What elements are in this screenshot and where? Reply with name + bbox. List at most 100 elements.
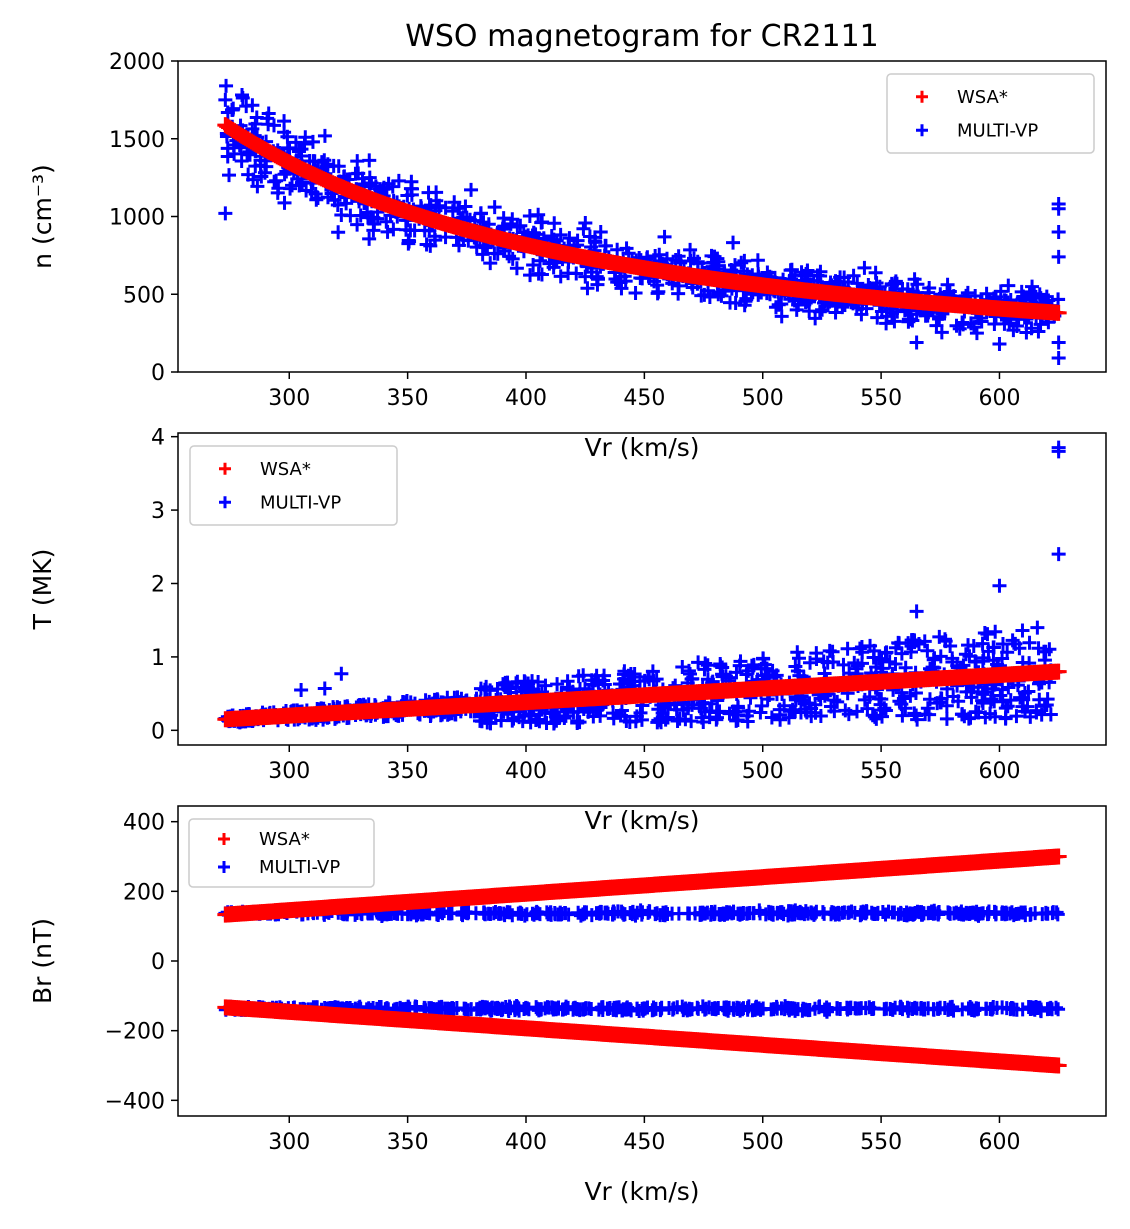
multivp-point	[920, 643, 935, 658]
multivp-point	[726, 235, 741, 250]
multivp-point	[670, 1000, 685, 1015]
x-tick-label: 550	[860, 759, 902, 784]
multivp-point	[250, 179, 265, 194]
x-axis-title: Vr (km/s)	[584, 1177, 699, 1206]
multivp-point	[698, 704, 713, 719]
multivp-point	[542, 256, 557, 271]
multivp-point	[713, 658, 728, 673]
multivp-point	[879, 316, 894, 331]
multivp-point	[794, 265, 809, 280]
multivp-point	[523, 268, 538, 283]
multivp-point	[1016, 289, 1031, 304]
multivp-point	[438, 200, 453, 215]
multivp-point	[474, 206, 489, 221]
data-area	[217, 440, 1067, 731]
multivp-point	[857, 260, 872, 275]
multivp-point	[854, 1001, 869, 1016]
multivp-point	[968, 654, 983, 669]
multivp-point	[401, 233, 416, 248]
multivp-point	[1008, 636, 1023, 651]
multivp-point	[963, 316, 978, 331]
multivp-point	[910, 712, 925, 727]
multivp-point	[878, 703, 893, 718]
multivp-point	[486, 906, 501, 921]
multivp-point	[691, 655, 706, 670]
multivp-point	[1019, 325, 1034, 340]
multivp-point	[613, 275, 628, 290]
multivp-point	[898, 701, 913, 716]
multivp-point	[348, 166, 363, 181]
multivp-point	[922, 280, 937, 295]
multivp-point	[653, 711, 668, 726]
multivp-outlier-point	[1051, 201, 1066, 216]
multivp-point	[773, 905, 788, 920]
multivp-point	[496, 677, 511, 692]
multivp-point	[309, 192, 324, 207]
multivp-point	[719, 1002, 734, 1017]
legend-box	[188, 818, 375, 888]
multivp-point	[578, 1001, 593, 1016]
multivp-point	[291, 144, 306, 159]
multivp-point	[606, 706, 621, 721]
multivp-point	[350, 217, 365, 232]
multivp-point	[598, 238, 613, 253]
multivp-point	[850, 658, 865, 673]
multivp-point	[774, 309, 789, 324]
multivp-point	[494, 713, 509, 728]
multivp-point	[977, 626, 992, 641]
multivp-point	[750, 253, 765, 268]
multivp-point	[971, 705, 986, 720]
multivp-point	[737, 298, 752, 313]
multivp-point	[331, 225, 346, 240]
multivp-point	[760, 265, 775, 280]
multivp-point	[865, 708, 880, 723]
multivp-point	[815, 302, 830, 317]
multivp-point	[640, 669, 655, 684]
x-tick-label: 500	[742, 1130, 784, 1155]
multivp-point	[999, 1001, 1014, 1016]
multivp-point	[1030, 1001, 1045, 1016]
multivp-point	[521, 676, 536, 691]
multivp-point	[945, 651, 960, 666]
multivp-point	[669, 702, 684, 717]
multivp-point	[576, 668, 591, 683]
legend-marker-multivp	[916, 124, 928, 137]
multivp-point	[746, 906, 761, 921]
multivp-point	[577, 905, 592, 920]
multivp-point	[447, 195, 462, 210]
multivp-point	[327, 193, 342, 208]
multivp-point	[1028, 289, 1043, 304]
x-tick-label: 400	[505, 386, 547, 411]
multivp-point	[671, 286, 686, 301]
multivp-point	[594, 1000, 609, 1015]
multivp-point	[254, 169, 269, 184]
multivp-point	[429, 185, 444, 200]
legend-marker-multivp	[219, 496, 231, 509]
multivp-outlier-point	[317, 681, 332, 696]
multivp-point	[1031, 324, 1046, 339]
x-tick-label: 300	[268, 386, 310, 411]
multivp-point	[625, 907, 640, 922]
multivp-point	[234, 154, 249, 169]
multivp-point	[503, 1001, 518, 1016]
multivp-point	[224, 102, 239, 117]
multivp-point	[1028, 906, 1043, 921]
multivp-outlier-point	[1051, 444, 1066, 459]
multivp-point	[350, 154, 365, 169]
multivp-point	[878, 907, 893, 922]
x-axis-title: Vr (km/s)	[584, 806, 699, 835]
multivp-point	[932, 904, 947, 919]
multivp-point	[723, 295, 738, 310]
multivp-point	[515, 714, 530, 729]
multivp-point	[788, 1003, 803, 1018]
multivp-point	[764, 710, 779, 725]
multivp-point	[907, 635, 922, 650]
legend-label-wsa: WSA*	[259, 829, 310, 850]
multivp-point	[320, 190, 335, 205]
multivp-outlier-point	[909, 335, 924, 350]
multivp-point	[829, 906, 844, 921]
multivp-point	[817, 1002, 832, 1017]
legend-label-multivp: MULTI-VP	[260, 492, 341, 513]
